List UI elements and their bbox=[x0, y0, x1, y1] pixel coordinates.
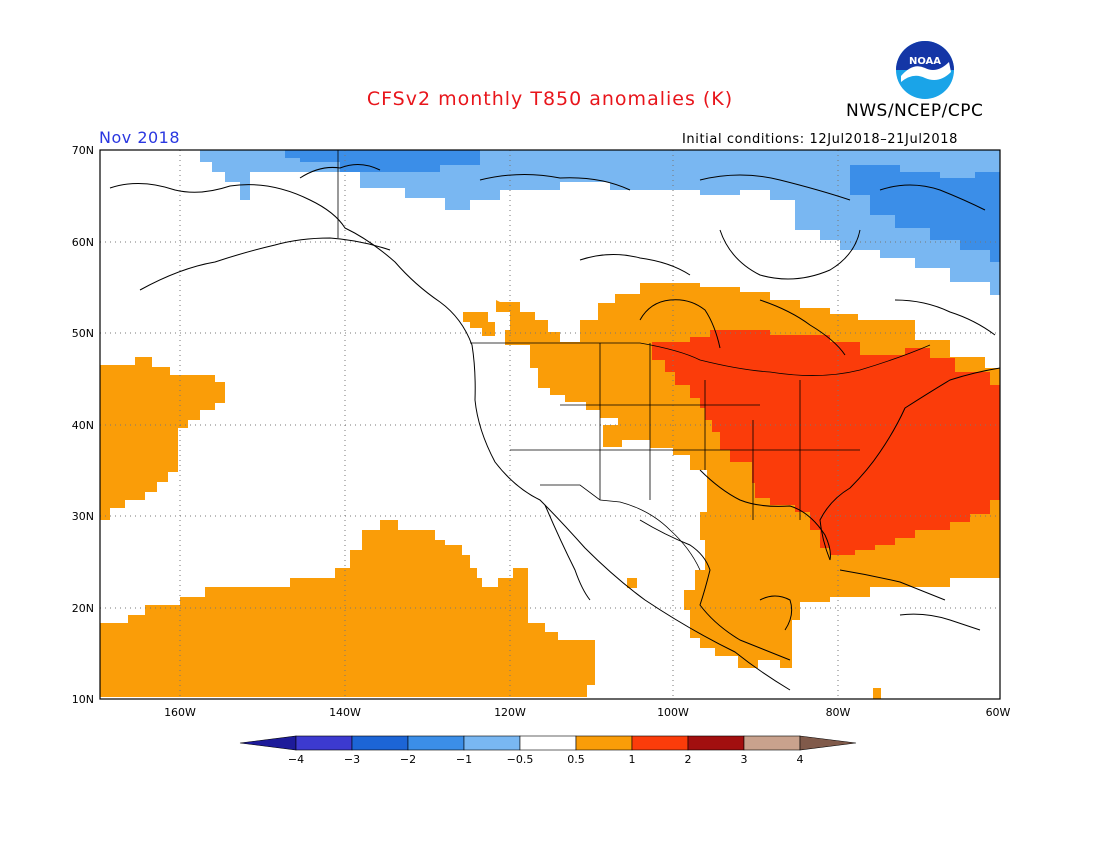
anomaly-warm-bc bbox=[463, 312, 495, 336]
lat-label: 30N bbox=[72, 510, 94, 523]
colorbar-boxes bbox=[239, 735, 857, 751]
lat-label: 60N bbox=[72, 236, 94, 249]
lon-label: 160W bbox=[164, 706, 196, 719]
colorbar-box bbox=[407, 735, 465, 751]
colorbar-label: 0.5 bbox=[567, 753, 585, 766]
graticule bbox=[100, 150, 1000, 699]
colorbar-labels: −4 −3 −2 −1 −0.5 0.5 1 2 3 4 bbox=[288, 753, 804, 766]
map-frame bbox=[99, 149, 1001, 700]
anomaly-warm-speck bbox=[627, 578, 637, 588]
lat-label: 20N bbox=[72, 602, 94, 615]
map-title: CFSv2 monthly T850 anomalies (K) bbox=[366, 88, 734, 110]
lon-label: 80W bbox=[826, 706, 851, 719]
anomaly-cold-mid bbox=[285, 150, 480, 172]
colorbar-box bbox=[519, 735, 577, 751]
lat-label: 40N bbox=[72, 419, 94, 432]
colorbar-label: −0.5 bbox=[507, 753, 534, 766]
lat-label: 50N bbox=[72, 327, 94, 340]
anomaly-cold-light bbox=[200, 150, 1000, 295]
colorbar-box bbox=[463, 735, 521, 751]
forecast-month: Nov 2018 bbox=[99, 128, 181, 147]
colorbar-box bbox=[687, 735, 745, 751]
anomaly-cold-mid bbox=[850, 165, 1000, 262]
colorbar-label: 3 bbox=[741, 753, 748, 766]
colorbar-box bbox=[575, 735, 633, 751]
colorbar-box bbox=[743, 735, 801, 751]
colorbar-label: 1 bbox=[629, 753, 636, 766]
colorbar-label: 4 bbox=[797, 753, 804, 766]
lat-label: 10N bbox=[72, 693, 94, 706]
colorbar-box bbox=[295, 735, 353, 751]
colorbar-arrow-low bbox=[239, 735, 297, 751]
colorbar-label: −3 bbox=[344, 753, 360, 766]
colorbar-box bbox=[631, 735, 689, 751]
lon-label: 120W bbox=[494, 706, 526, 719]
anomaly-warm-pacific bbox=[100, 357, 225, 520]
colorbar-arrow-high bbox=[799, 735, 857, 751]
colorbar-label: −2 bbox=[400, 753, 416, 766]
latitude-labels: 70N 60N 50N 40N 30N 20N 10N bbox=[72, 144, 94, 706]
lon-label: 60W bbox=[986, 706, 1011, 719]
anomaly-warm-strong bbox=[652, 330, 1000, 555]
noaa-logo: NOAA bbox=[896, 41, 954, 99]
colorbar-box bbox=[351, 735, 409, 751]
anomaly-warm-pacific-south bbox=[100, 520, 595, 697]
lon-label: 140W bbox=[329, 706, 361, 719]
colorbar-label: 2 bbox=[685, 753, 692, 766]
longitude-labels: 160W 140W 120W 100W 80W 60W bbox=[164, 706, 1010, 719]
coastlines bbox=[109, 164, 1000, 691]
lat-label: 70N bbox=[72, 144, 94, 157]
logo-text: NOAA bbox=[909, 56, 941, 67]
boundaries bbox=[337, 150, 931, 571]
colorbar-label: −4 bbox=[288, 753, 304, 766]
anomaly-warm-caribbean bbox=[873, 688, 881, 699]
initial-conditions: Initial conditions: 12Jul2018–21Jul2018 bbox=[682, 132, 959, 147]
colorbar-label: −1 bbox=[456, 753, 472, 766]
lon-label: 100W bbox=[657, 706, 689, 719]
agency-label: NWS/NCEP/CPC bbox=[846, 101, 984, 121]
